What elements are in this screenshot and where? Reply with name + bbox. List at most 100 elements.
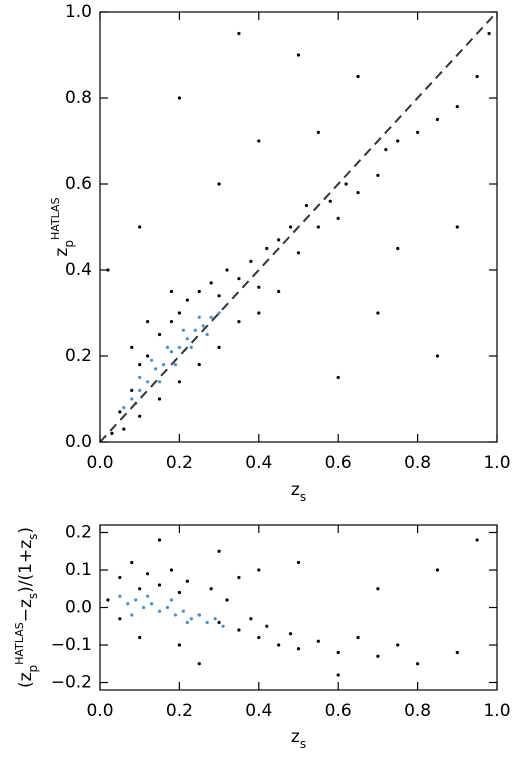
point [257,311,261,315]
point [173,363,178,367]
point [165,345,170,349]
point [217,345,221,349]
y-axis-label: (zpHATLAS−zs)/(1+zs) [13,527,40,688]
y-tick-label: 0.2 [65,346,92,366]
point [130,613,134,617]
point [126,602,130,606]
point [435,354,440,358]
y-axis-label-part: p [26,665,40,673]
point [177,311,181,315]
point [213,617,217,621]
y-tick-label: 1.0 [65,2,92,22]
point [296,53,301,57]
point [316,225,320,229]
x-axis-label-part: s [300,737,306,751]
point [138,225,142,229]
x-axis-label: zs [291,727,306,751]
point [296,251,301,255]
x-tick-label: 0.4 [245,701,272,721]
y-axis-label-part: HATLAS [13,622,26,665]
point [344,182,348,186]
x-tick-label: 1.0 [483,453,510,473]
point [165,605,170,610]
point [237,320,241,324]
point [177,345,181,349]
point [157,538,162,542]
point [221,624,225,628]
point [277,289,281,294]
y-tick-label: 0.8 [65,88,92,108]
point [277,238,281,242]
point [237,31,241,36]
point [138,388,142,392]
point [396,139,400,143]
point [205,332,209,337]
y-tick-label: −0.1 [51,635,92,655]
point [122,406,126,410]
x-tick-label: 0.4 [245,453,272,473]
point [209,315,213,319]
point [197,315,201,319]
y-axis-label-part: −z [16,599,36,622]
point [185,579,189,583]
x-tick-label: 0.8 [404,453,431,473]
point [237,575,241,580]
y-tick-label: 0.0 [65,432,92,452]
point [169,568,174,572]
point [237,628,241,632]
point [161,363,166,367]
point [376,311,380,315]
point [257,635,261,640]
point [304,203,309,208]
point [217,549,221,553]
point [376,173,380,177]
y-axis-label-part: (z [16,672,36,688]
point [197,289,201,294]
point [169,289,174,294]
point [487,31,491,36]
point [157,332,162,337]
point [169,350,174,354]
point [138,414,142,418]
point [110,431,114,435]
point [336,375,340,380]
point [217,620,221,625]
point [153,367,158,371]
point [435,568,440,572]
point [336,673,340,677]
point [185,620,189,625]
point [150,602,154,606]
point [189,345,193,349]
reference-line [99,11,498,443]
y-tick-label: −0.2 [51,673,92,693]
point [134,598,138,602]
plot-frame [99,11,498,443]
point [138,363,142,367]
x-tick-label: 0.6 [325,701,352,721]
point [435,117,440,122]
point [376,587,380,591]
point [316,639,320,643]
point [118,617,122,621]
x-tick-label: 0.0 [86,701,113,721]
x-tick-label: 0.0 [86,453,113,473]
x-axis-label-part: z [291,727,300,747]
y-axis-label-part: s [26,534,40,540]
point [336,650,340,655]
point [146,380,150,384]
y-axis-label: zpHATLAS [49,197,76,256]
point [209,281,213,285]
point [146,320,150,324]
point [193,328,197,332]
point [296,647,301,651]
x-tick-label: 1.0 [483,701,510,721]
point [197,363,201,367]
point [189,617,193,621]
point [257,285,261,289]
point [201,324,205,328]
point [157,609,162,613]
x-axis-label: zs [291,480,306,504]
point [118,575,122,580]
point [122,427,126,431]
point [356,635,360,640]
